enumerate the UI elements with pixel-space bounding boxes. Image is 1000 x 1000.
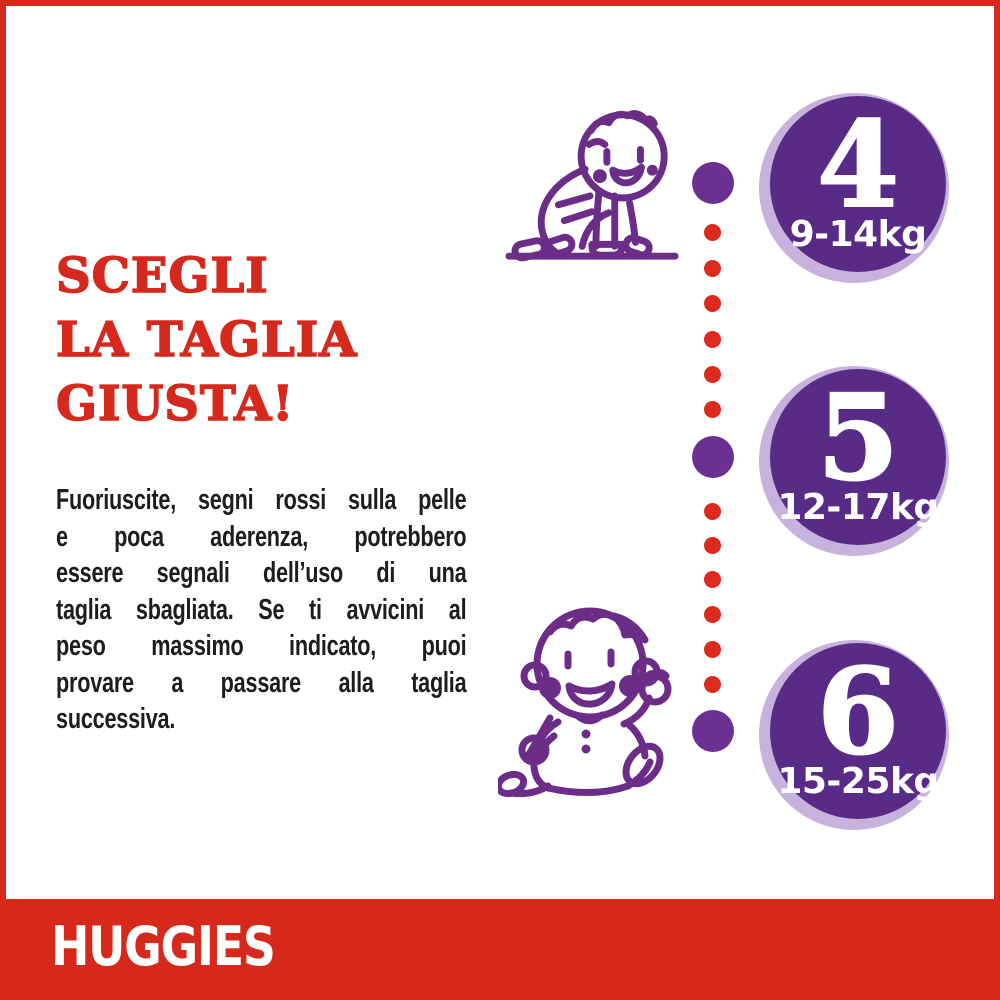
huggies-logo: HUGGIES [51, 915, 276, 978]
size-badge-5: 5 12-17kg [759, 366, 949, 556]
red-connector-dot [704, 606, 721, 623]
page-title: SCEGLI LA TAGLIA GIUSTA! [55, 244, 486, 436]
body-line: taglia sbagliata. Se ti avvicini al [56, 593, 467, 626]
body-line: e poca aderenza, potrebbero [56, 520, 467, 553]
body-line: essere segnali dell’uso di una [56, 557, 467, 589]
size-weight-range: 15-25kg [777, 761, 939, 803]
size-number: 5 [816, 367, 900, 507]
footer-bar: HUGGIES [6, 899, 994, 994]
red-connector-dot [704, 401, 721, 418]
size-badge-disc: 4 9-14kg [770, 96, 946, 272]
purple-connector-dot [692, 710, 734, 752]
red-connector-dot [704, 676, 721, 693]
red-connector-dot [704, 503, 721, 520]
size-number: 6 [816, 641, 900, 781]
crawling-baby-icon [505, 110, 679, 262]
red-connector-dot [704, 641, 721, 658]
red-connector-dot [704, 224, 721, 241]
sitting-baby-icon [498, 607, 672, 798]
size-badge-4: 4 9-14kg [759, 93, 949, 283]
size-number: 4 [816, 94, 900, 234]
red-connector-dot [704, 260, 721, 277]
page-title-line: GIUSTA! [55, 375, 295, 433]
size-badge-6: 6 15-25kg [759, 640, 949, 830]
body-line: successiva. [56, 703, 176, 735]
size-badge-disc: 6 15-25kg [770, 643, 946, 819]
red-connector-dot [704, 571, 721, 588]
red-connector-dot [704, 537, 721, 554]
size-weight-range: 9-14kg [789, 214, 927, 256]
body-line: Fuoriuscite, segni rossi sulla pelle [56, 484, 467, 516]
body-line: provare a passare alla taglia [56, 666, 467, 699]
purple-connector-dot [692, 436, 734, 478]
red-connector-dot [704, 331, 721, 348]
body-paragraph: Fuoriuscite, segni rossi sulla pelle e p… [56, 482, 467, 738]
size-badge-disc: 5 12-17kg [770, 369, 946, 545]
size-weight-range: 12-17kg [777, 487, 939, 529]
crawling-baby-illustration [503, 98, 681, 276]
red-connector-dot [704, 295, 721, 312]
body-line: peso massimo indicato, puoi [56, 630, 467, 662]
purple-connector-dot [692, 162, 734, 204]
page-title-line: SCEGLI [55, 247, 269, 305]
sitting-baby-illustration [498, 604, 693, 809]
page-title-line: LA TAGLIA [55, 311, 358, 369]
red-connector-dot [704, 366, 721, 383]
